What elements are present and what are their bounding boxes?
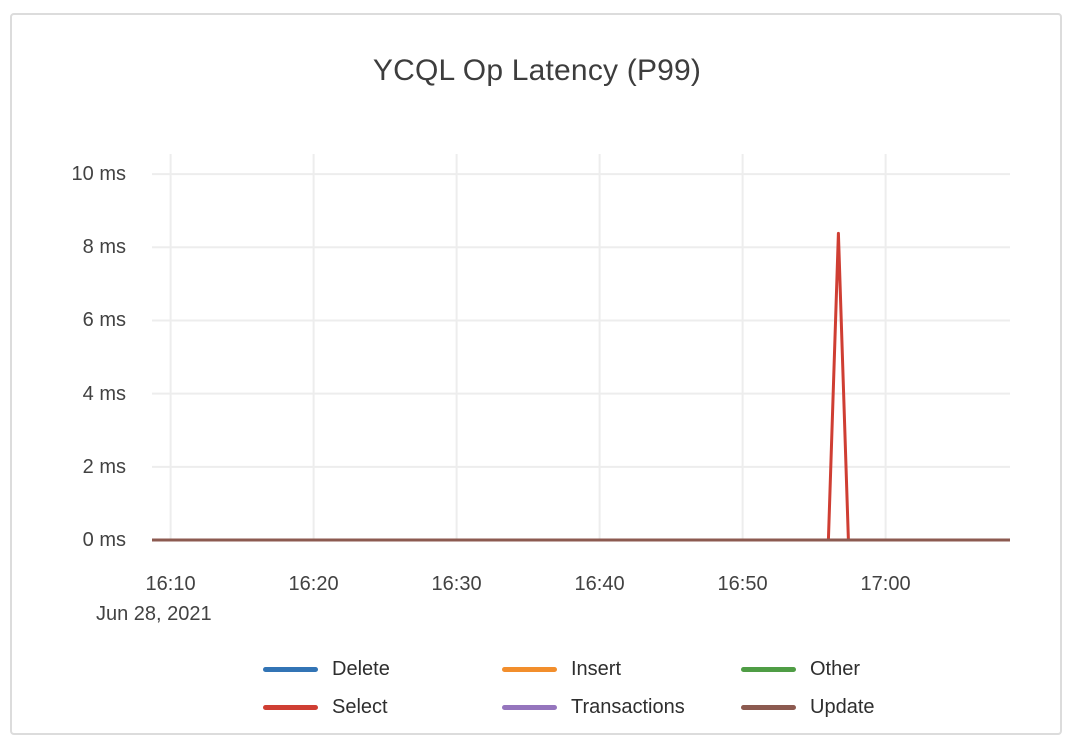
x-tick-label: 16:10 xyxy=(145,573,196,595)
legend-item-insert[interactable]: Insert xyxy=(502,650,741,688)
legend-item-update[interactable]: Update xyxy=(741,688,875,726)
legend-label: Other xyxy=(810,657,861,680)
legend-label: Delete xyxy=(332,657,390,680)
chart-title: YCQL Op Latency (P99) xyxy=(372,54,702,87)
x-tick-label: 16:40 xyxy=(574,573,625,595)
legend-item-select[interactable]: Select xyxy=(263,688,502,726)
legend-swatch-update xyxy=(741,704,796,710)
legend-item-other[interactable]: Other xyxy=(741,650,875,688)
legend-label: Select xyxy=(332,695,388,718)
y-tick-label: 2 ms xyxy=(82,455,126,478)
legend-item-transactions[interactable]: Transactions xyxy=(502,688,741,726)
y-tick-label: 4 ms xyxy=(82,382,126,405)
legend-swatch-transactions xyxy=(502,704,557,710)
x-axis-date-label: Jun 28, 2021 xyxy=(96,603,212,625)
legend-swatch-insert xyxy=(502,666,557,672)
chart-card xyxy=(10,13,1062,735)
y-tick-label: 6 ms xyxy=(82,309,126,332)
x-tick-label: 16:30 xyxy=(431,573,482,595)
series-line-select xyxy=(152,231,1010,542)
y-tick-label: 10 ms xyxy=(71,163,126,186)
legend-swatch-select xyxy=(263,704,318,710)
x-tick-label: 16:50 xyxy=(717,573,768,595)
y-tick-label: 8 ms xyxy=(82,236,126,259)
legend-label: Insert xyxy=(571,657,622,680)
chart-legend: Delete Insert Other Select Transactions Updat… xyxy=(263,650,875,726)
x-tick-label: 17:00 xyxy=(860,573,911,595)
legend-label: Update xyxy=(810,695,875,718)
legend-swatch-other xyxy=(741,666,796,672)
legend-item-delete[interactable]: Delete xyxy=(263,650,502,688)
y-tick-label: 0 ms xyxy=(82,529,126,551)
legend-swatch-delete xyxy=(263,666,318,672)
x-tick-label: 16:20 xyxy=(288,573,339,595)
legend-label: Transactions xyxy=(571,695,685,718)
